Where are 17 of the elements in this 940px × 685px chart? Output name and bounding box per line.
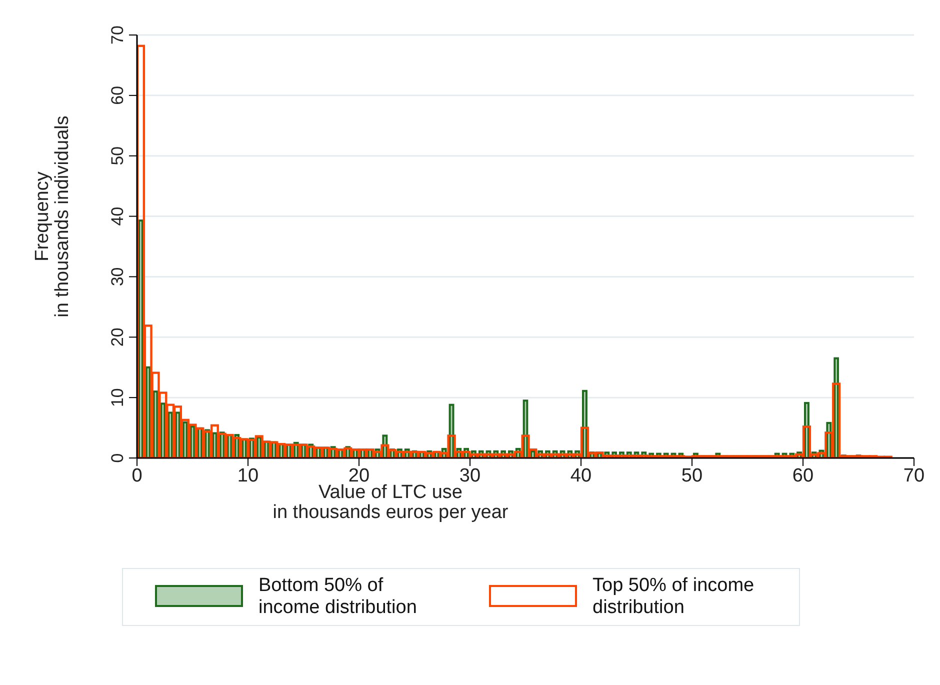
legend-label: Bottom 50% of income distribution xyxy=(258,575,418,619)
x-tick-label: 40 xyxy=(570,465,592,486)
y-tick-label: 50 xyxy=(108,146,127,166)
y-tick-label: 70 xyxy=(108,26,127,44)
y-axis-title: Frequency in thousands individuals xyxy=(32,116,73,318)
y-tick-label: 20 xyxy=(108,328,127,347)
x-tick-label: 0 xyxy=(132,465,142,486)
legend-label: Top 50% of income distribution xyxy=(592,575,756,619)
y-tick-label: 0 xyxy=(108,453,127,463)
x-tick-label: 10 xyxy=(237,465,259,486)
y-tick-label: 30 xyxy=(108,267,127,286)
x-tick-label: 60 xyxy=(792,465,814,486)
y-tick-label: 10 xyxy=(108,388,127,408)
y-tick-label: 40 xyxy=(108,206,127,226)
y-tick-label: 60 xyxy=(108,86,127,105)
x-tick-label: 50 xyxy=(681,465,703,486)
x-tick-label: 70 xyxy=(903,465,925,486)
